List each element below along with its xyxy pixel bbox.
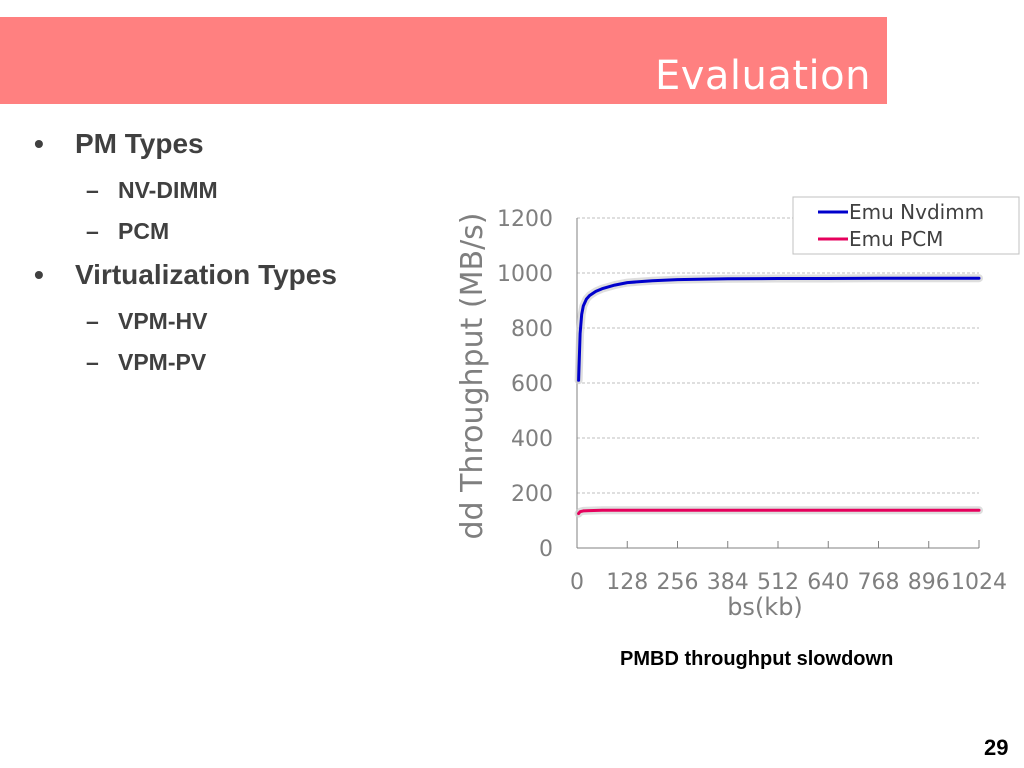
series-line-emu-nvdimm — [577, 276, 981, 382]
chart-caption: PMBD throughput slowdown — [620, 648, 894, 670]
sub-bullet-label: NV-DIMM — [118, 177, 218, 203]
y-tick-label: 200 — [511, 482, 553, 507]
x-tick-label: 896 — [908, 570, 950, 595]
bullet-label: PM Types — [75, 128, 204, 159]
sub-bullet-label: VPM-HV — [118, 308, 208, 334]
y-axis-label: dd Throughput (MB/s) — [455, 212, 490, 539]
x-tick-label: 640 — [807, 570, 849, 595]
sub-bullet-label: VPM-PV — [118, 349, 207, 375]
slide-title: Evaluation — [654, 53, 871, 99]
y-tick-label: 400 — [511, 427, 553, 452]
legend-label: Emu PCM — [849, 227, 943, 251]
title-bar: Evaluation — [0, 17, 887, 104]
sub-bullet-glyph: – — [86, 308, 99, 334]
y-tick-label: 800 — [511, 317, 553, 342]
page-number: 29 — [984, 735, 1009, 760]
bullet-label: Virtualization Types — [75, 259, 337, 290]
sub-bullet-glyph: – — [86, 177, 99, 203]
sub-bullet-glyph: – — [86, 349, 99, 375]
x-axis-label: bs(kb) — [727, 593, 803, 621]
x-tick-label: 1024 — [951, 570, 1007, 595]
x-tick-label: 512 — [757, 570, 799, 595]
legend-label: Emu Nvdimm — [849, 200, 984, 224]
bullet-glyph: • — [34, 128, 44, 159]
x-tick-label: 0 — [570, 570, 584, 595]
sub-bullet-glyph: – — [86, 218, 99, 244]
x-tick-label: 128 — [606, 570, 648, 595]
x-tick-label: 384 — [707, 570, 749, 595]
y-tick-label: 0 — [539, 537, 553, 562]
bullet-glyph: • — [34, 259, 44, 290]
legend-box — [792, 196, 1020, 255]
series-line-emu-pcm — [577, 508, 981, 516]
sub-bullet-label: PCM — [118, 218, 170, 244]
x-tick-label: 768 — [858, 570, 900, 595]
y-tick-label: 1000 — [497, 262, 553, 287]
series-line-shadow — [574, 274, 983, 385]
y-tick-label: 600 — [511, 372, 553, 397]
y-tick-label: 1200 — [497, 207, 553, 232]
x-tick-label: 256 — [657, 570, 699, 595]
